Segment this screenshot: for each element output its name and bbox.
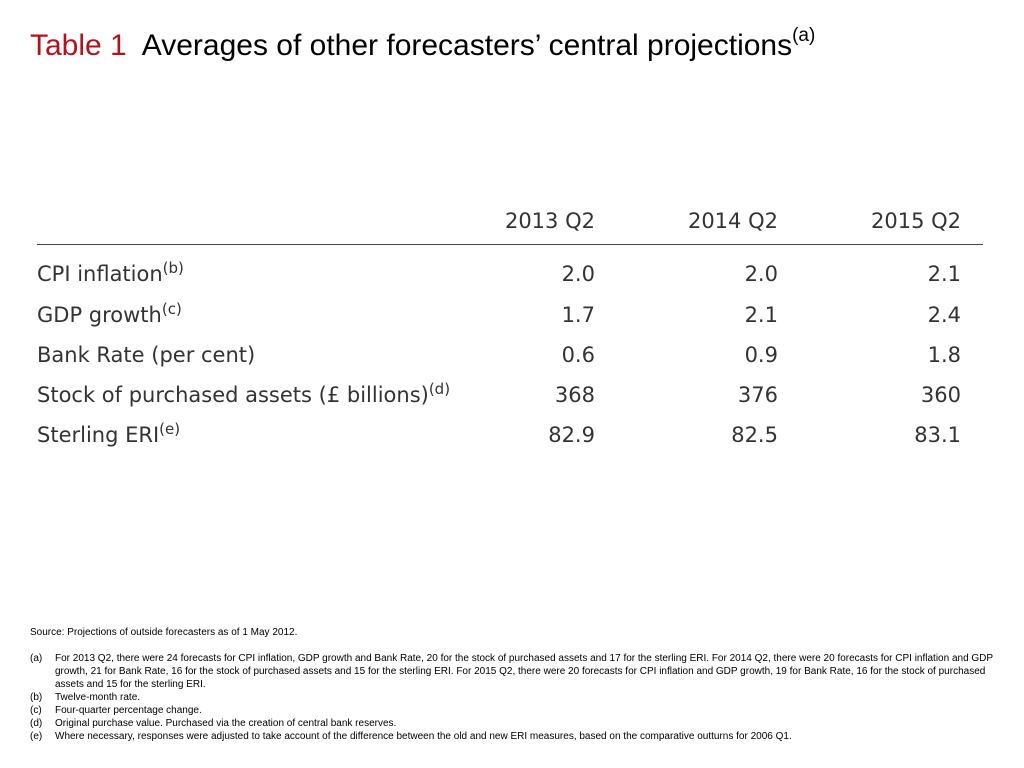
footnote: (e) Where necessary, responses were adju…: [30, 730, 1000, 743]
footnote-marker: (e): [30, 731, 43, 742]
table-cell: 0.6: [561, 343, 595, 367]
source-note: Source: Projections of outside forecaste…: [30, 627, 298, 638]
footnote-text: For 2013 Q2, there were 24 forecasts for…: [55, 653, 993, 690]
table-cell: 83.1: [914, 423, 961, 447]
footnote-text: Original purchase value. Purchased via t…: [55, 718, 397, 729]
table-row: CPI inflation(b) 2.0 2.0 2.1: [37, 245, 983, 296]
footnotes: Source: Projections of outside forecaste…: [30, 626, 1000, 743]
title-note-marker: (a): [792, 25, 816, 46]
table-cell: 0.9: [744, 343, 778, 367]
row-label-cell: Bank Rate (per cent): [37, 335, 472, 375]
row-label-cell: Stock of purchased assets (£ billions)(d…: [37, 375, 472, 415]
table-row: GDP growth(c) 1.7 2.1 2.4: [37, 295, 983, 335]
table-cell: 2.0: [744, 262, 778, 286]
slide-title: Table 1 Averages of other forecasters’ c…: [30, 26, 815, 66]
table-header-row: 2013 Q2 2014 Q2 2015 Q2: [37, 198, 983, 245]
footnote-text: Twelve-month rate.: [55, 692, 141, 703]
footnote-marker: (d): [30, 718, 43, 729]
table-row: Bank Rate (per cent) 0.6 0.9 1.8: [37, 335, 983, 375]
footnote: (c) Four-quarter percentage change.: [30, 704, 1000, 717]
footnote-text: Four-quarter percentage change.: [55, 705, 202, 716]
row-label: Stock of purchased assets (£ billions): [37, 383, 429, 407]
column-header: 2014 Q2: [616, 198, 800, 245]
row-note-marker: (d): [428, 380, 451, 398]
table-cell: 360: [920, 383, 961, 407]
table-cell: 2.1: [927, 262, 961, 286]
row-label-cell: GDP growth(c): [37, 295, 472, 335]
footnote-marker: (c): [30, 705, 42, 716]
title-text: Averages of other forecasters’ central p…: [141, 29, 793, 62]
table-cell: 2.1: [744, 303, 778, 327]
row-note-marker: (e): [159, 420, 181, 438]
footnote: (a) For 2013 Q2, there were 24 forecasts…: [30, 652, 1000, 691]
column-header: 2015 Q2: [799, 198, 983, 245]
footnote: (b) Twelve-month rate.: [30, 691, 1000, 704]
footnote: (d) Original purchase value. Purchased v…: [30, 717, 1000, 730]
footnote-marker: (b): [30, 692, 43, 703]
row-label: GDP growth: [37, 303, 162, 327]
table-cell: 82.9: [548, 423, 595, 447]
table-cell: 368: [554, 383, 595, 407]
table-cell: 2.4: [927, 303, 961, 327]
table-row: Sterling ERI(e) 82.9 82.5 83.1: [37, 415, 983, 455]
table-cell: 1.8: [927, 343, 961, 367]
table-row: Stock of purchased assets (£ billions)(d…: [37, 375, 983, 415]
table-cell: 376: [737, 383, 778, 407]
column-header: 2013 Q2: [472, 198, 617, 245]
table-cell: 2.0: [561, 262, 595, 286]
row-note-marker: (c): [161, 300, 182, 318]
forecast-table: 2013 Q2 2014 Q2 2015 Q2 CPI inflation(b)…: [37, 198, 983, 455]
row-label: Sterling ERI: [37, 423, 160, 447]
footnote-text: Where necessary, responses were adjusted…: [55, 731, 792, 742]
row-label-cell: CPI inflation(b): [37, 245, 472, 296]
row-note-marker: (b): [162, 259, 184, 277]
table-cell: 82.5: [731, 423, 778, 447]
row-label: CPI inflation: [37, 262, 163, 286]
row-header-cell: [37, 198, 473, 245]
table-number: Table 1: [30, 29, 127, 62]
footnote-marker: (a): [30, 653, 43, 664]
table-cell: 1.7: [561, 303, 595, 327]
row-label-cell: Sterling ERI(e): [37, 415, 472, 455]
row-label: Bank Rate (per cent): [37, 343, 256, 367]
